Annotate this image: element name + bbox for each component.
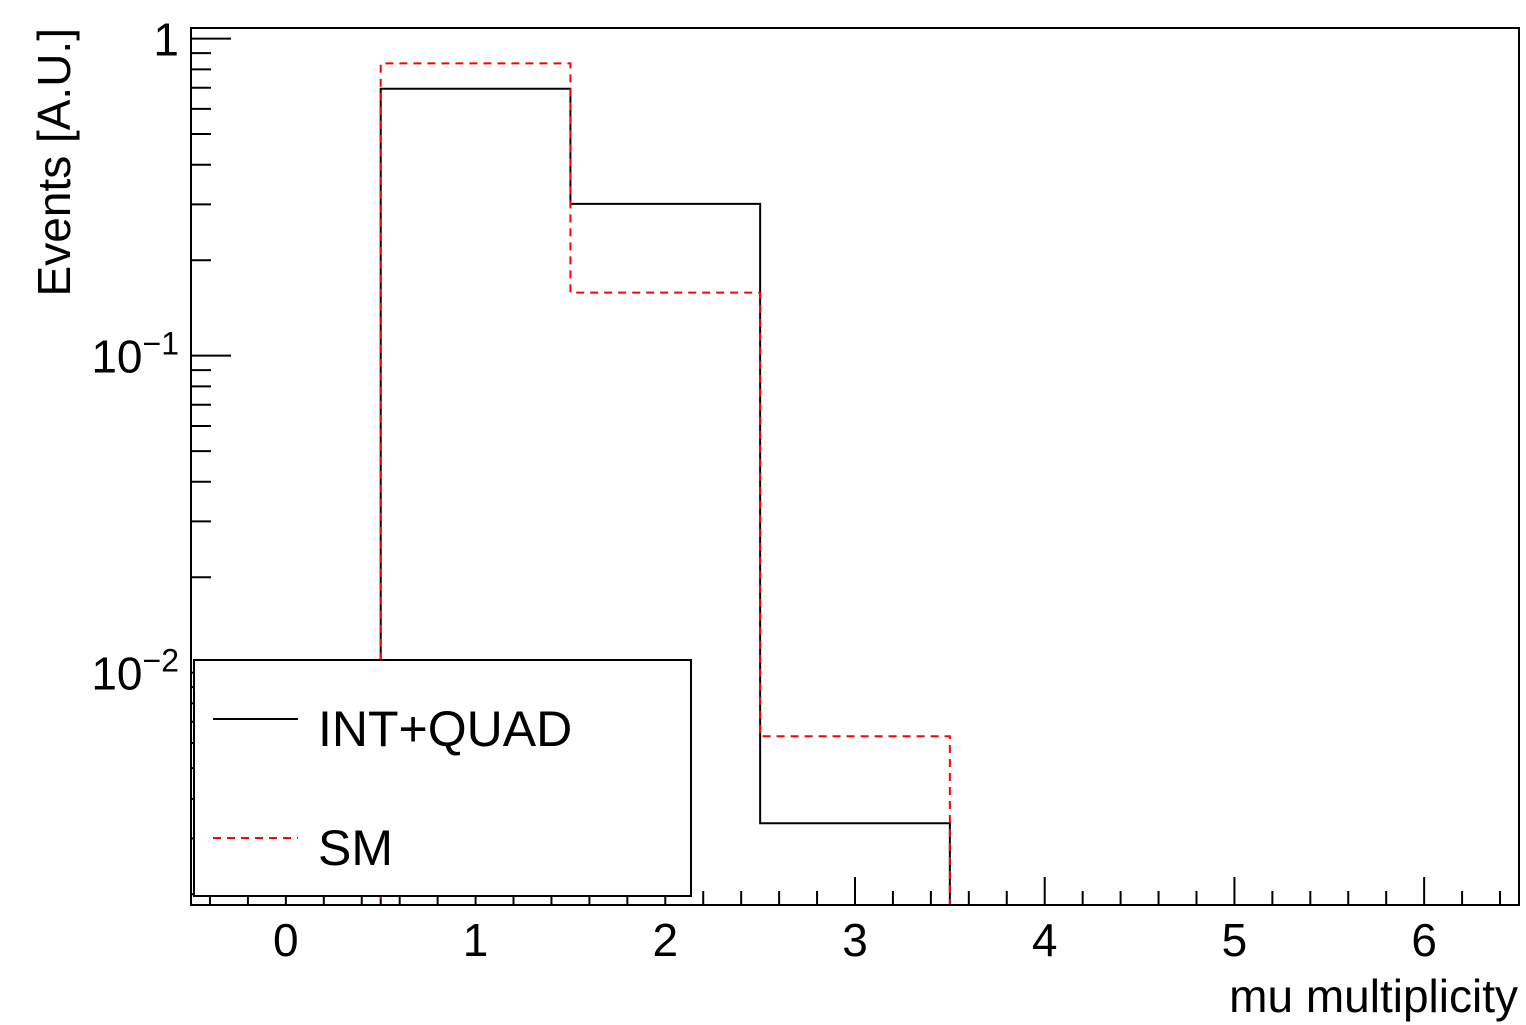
x-tick-label: 0 <box>273 914 299 966</box>
legend-box <box>193 659 692 897</box>
x-tick-label: 1 <box>463 914 489 966</box>
x-tick-label: 5 <box>1222 914 1248 966</box>
legend-label-sm: SM <box>318 820 393 876</box>
x-tick-label: 6 <box>1411 914 1437 966</box>
legend: INT+QUAD SM <box>193 659 692 897</box>
y-tick-label: 1 <box>153 14 179 66</box>
y-tick-label: 10−2 <box>91 643 179 700</box>
x-axis-label: mu multiplicity <box>1229 970 1518 1022</box>
x-tick-label: 2 <box>652 914 678 966</box>
x-tick-labels: 0 1 2 3 4 5 6 <box>273 914 1437 966</box>
y-axis-label: Events [A.U.] <box>28 28 80 296</box>
x-tick-label: 3 <box>842 914 868 966</box>
x-tick-label: 4 <box>1032 914 1058 966</box>
y-tick-labels: 1 10−1 10−2 <box>91 14 179 700</box>
y-tick-label: 10−1 <box>91 326 179 383</box>
plot-frame <box>190 27 1520 906</box>
legend-label-int-quad: INT+QUAD <box>318 701 572 757</box>
